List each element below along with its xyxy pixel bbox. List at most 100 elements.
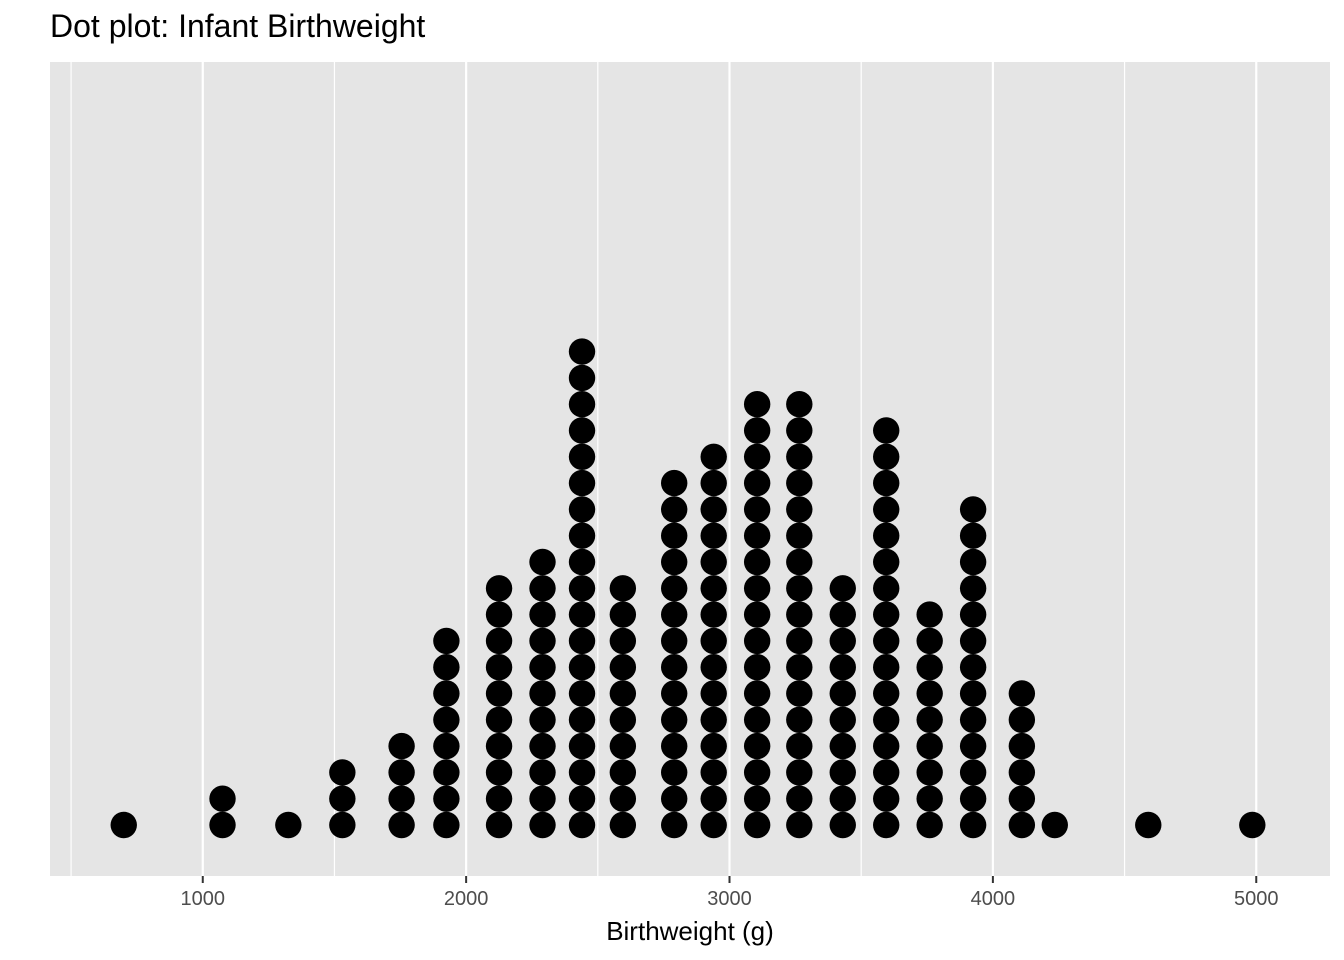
dot [959, 732, 987, 760]
dot [873, 732, 900, 760]
dot [873, 680, 900, 707]
dot [1135, 811, 1162, 839]
dot [700, 627, 727, 655]
dot [873, 785, 900, 812]
dot [609, 811, 637, 839]
dot [786, 548, 813, 576]
dot [568, 548, 596, 576]
dot [743, 785, 771, 812]
dot [700, 522, 727, 549]
dot [786, 522, 813, 549]
dot [433, 785, 460, 812]
dot [700, 443, 727, 470]
dot [873, 496, 900, 523]
dot [568, 496, 596, 523]
dot [660, 680, 688, 707]
dot [433, 706, 460, 733]
dot [786, 706, 813, 733]
dot [786, 680, 813, 707]
dot [829, 601, 856, 628]
minor-gridlines [70, 62, 1126, 876]
dot [873, 654, 900, 681]
dot [786, 732, 813, 760]
dot [916, 627, 943, 655]
dot [485, 811, 513, 839]
dot [660, 732, 688, 760]
x-axis-tick-labels: 1000 2000 3000 4000 5000 [181, 888, 1279, 910]
dot [529, 811, 556, 839]
dot [568, 785, 596, 812]
dot [329, 811, 356, 839]
dot [568, 627, 596, 655]
dot [388, 732, 415, 760]
chart-title: Dot plot: Infant Birthweight [50, 8, 426, 44]
dot [700, 759, 727, 786]
dot [743, 654, 771, 681]
dot [568, 654, 596, 681]
x-axis-title: Birthweight (g) [606, 916, 774, 946]
dot [609, 627, 637, 655]
dot [485, 785, 513, 812]
dot [916, 706, 943, 733]
dot [433, 627, 460, 655]
dot [609, 785, 637, 812]
dot [916, 785, 943, 812]
dot [916, 732, 943, 760]
dot [959, 811, 987, 839]
x-axis-ticks [201, 876, 1258, 883]
dot [873, 417, 900, 444]
dot [786, 601, 813, 628]
dot [873, 601, 900, 628]
dot [485, 654, 513, 681]
dot [568, 338, 596, 365]
dot [275, 811, 302, 839]
dot [609, 601, 637, 628]
dot [1008, 706, 1036, 733]
dot [660, 548, 688, 576]
dot [329, 785, 356, 812]
dot [959, 548, 987, 576]
dot [388, 785, 415, 812]
dot [959, 706, 987, 733]
dot [660, 469, 688, 497]
dot [916, 654, 943, 681]
dot [959, 654, 987, 681]
dot [529, 759, 556, 786]
dot [743, 627, 771, 655]
dot [916, 680, 943, 707]
dot [529, 680, 556, 707]
dot [873, 469, 900, 497]
dot [829, 680, 856, 707]
dot [209, 785, 236, 812]
dot [786, 391, 813, 418]
dot [829, 811, 856, 839]
dot [1008, 785, 1036, 812]
dot [568, 469, 596, 497]
dot [329, 759, 356, 786]
dot [916, 601, 943, 628]
dot [873, 811, 900, 839]
dot [1008, 811, 1036, 839]
dot [700, 496, 727, 523]
dot [786, 785, 813, 812]
dot [786, 575, 813, 602]
dot [388, 759, 415, 786]
dot [829, 785, 856, 812]
dot [529, 601, 556, 628]
dot [743, 496, 771, 523]
dot [743, 759, 771, 786]
dot [609, 732, 637, 760]
dot [700, 732, 727, 760]
dot [873, 522, 900, 549]
dot [529, 575, 556, 602]
dot [529, 732, 556, 760]
dot [485, 732, 513, 760]
dot [209, 811, 236, 839]
dot [485, 601, 513, 628]
dot [743, 391, 771, 418]
dot [485, 575, 513, 602]
dot [829, 706, 856, 733]
dot [700, 680, 727, 707]
dot [529, 706, 556, 733]
